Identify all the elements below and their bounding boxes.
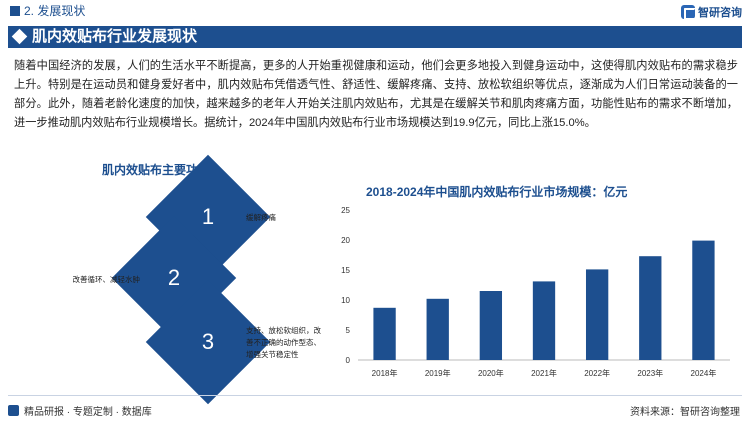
y-tick-label: 0 bbox=[346, 356, 351, 365]
y-tick-label: 5 bbox=[346, 326, 351, 335]
y-tick-label: 10 bbox=[341, 296, 350, 305]
title-banner: 肌内效贴布行业发展现状 bbox=[8, 26, 742, 48]
top-bar: 2. 发展现状 智研咨询 bbox=[0, 0, 750, 24]
function-number-3: 3 bbox=[201, 329, 215, 354]
bar-2020年 bbox=[479, 291, 503, 360]
zhiyan-logo-icon bbox=[681, 5, 696, 20]
brand-logo[interactable]: 智研咨询 bbox=[681, 4, 742, 20]
function-label-2: 改善循环、减轻水肿 bbox=[72, 275, 141, 284]
bar-2018年 bbox=[373, 307, 396, 360]
x-tick-label: 2019年 bbox=[425, 368, 451, 378]
y-tick-label: 15 bbox=[341, 266, 350, 275]
market-size-bar-chart: 0 5 10 15 20 25 2018年 2019年 2020年 2021年 2022年 2023年… bbox=[341, 206, 730, 378]
x-tick-label: 2020年 bbox=[478, 368, 504, 378]
bar-2022年 bbox=[585, 269, 609, 360]
body-paragraph: 随着中国经济的发展，人们的生活水平不断提高，更多的人开始重视健康和运动，他们会更… bbox=[14, 60, 738, 130]
x-tick-label: 2023年 bbox=[637, 368, 663, 378]
function-number-1: 1 bbox=[201, 204, 215, 229]
diamond-icon bbox=[11, 28, 28, 45]
footer-left: 精品研报 · 专题定制 · 数据库 bbox=[8, 403, 152, 418]
section-square-icon bbox=[10, 6, 20, 16]
function-label-3: 支持、放松软组织，改善不正确的动作型态、增强关节稳定性 bbox=[246, 326, 321, 359]
x-tick-label: 2018年 bbox=[372, 368, 398, 378]
logo-text: 智研咨询 bbox=[698, 7, 742, 19]
functions-title: 肌内效贴布主要功效 bbox=[102, 163, 211, 177]
x-tick-label: 2022年 bbox=[584, 368, 610, 378]
bar-2021年 bbox=[532, 281, 556, 360]
footer-tagline: 精品研报 · 专题定制 · 数据库 bbox=[24, 406, 152, 418]
x-tick-label: 2021年 bbox=[531, 368, 557, 378]
source-note: 资料来源：智研咨询整理 bbox=[630, 407, 740, 418]
page-title: 肌内效贴布行业发展现状 bbox=[32, 28, 198, 45]
bar-2019年 bbox=[426, 298, 449, 360]
y-tick-label: 20 bbox=[341, 236, 350, 245]
section-label: 2. 发展现状 bbox=[24, 4, 86, 18]
bar-2023年 bbox=[639, 256, 662, 360]
function-number-2: 2 bbox=[167, 265, 181, 290]
function-label-1: 缓解疼痛 bbox=[246, 213, 276, 222]
footer-divider bbox=[8, 395, 742, 396]
y-tick-label: 25 bbox=[341, 206, 350, 215]
chart-title: 2018-2024年中国肌内效贴布行业市场规模：亿元 bbox=[366, 185, 628, 199]
report-icon bbox=[8, 404, 19, 416]
bar-2024年 bbox=[692, 240, 715, 360]
x-tick-label: 2024年 bbox=[691, 368, 717, 378]
